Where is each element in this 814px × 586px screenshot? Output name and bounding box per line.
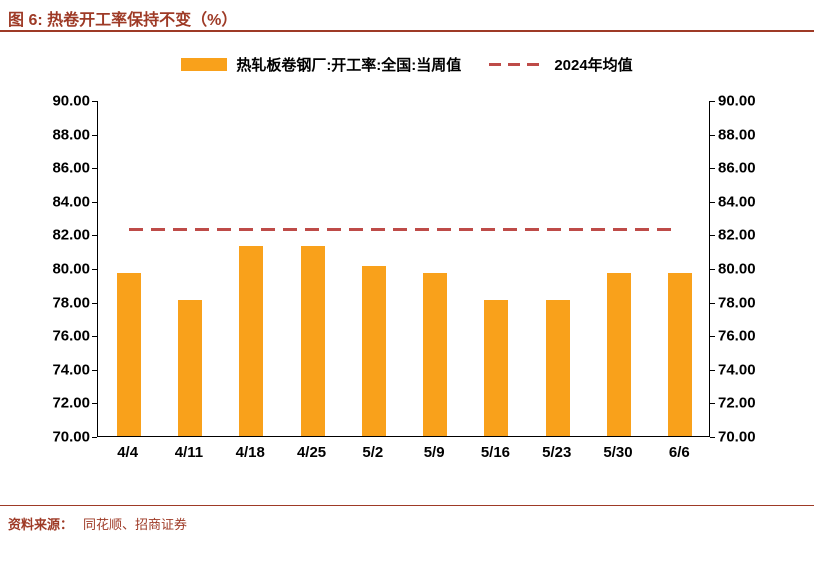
chart-title: 图 6: 热卷开工率保持不变（%） <box>8 12 238 29</box>
y-axis-label-left: 78.00 <box>52 294 90 312</box>
axis-tick <box>710 235 715 237</box>
bar-6/6 <box>668 273 693 436</box>
legend-item-reference-line: 2024年均值 <box>489 54 633 75</box>
y-axis-left: 90.00 88.00 86.00 84.00 82.00 80.00 78.00 76.00… <box>28 93 90 446</box>
axis-tick <box>92 134 97 136</box>
axis-tick <box>92 168 97 170</box>
bar-4/18 <box>239 246 264 436</box>
x-axis: 4/4 4/11 4/18 4/25 5/2 5/9 5/16 5/23 5/30 6/6 <box>97 444 710 461</box>
x-axis-label: 5/30 <box>603 444 633 461</box>
y-axis-right-ticks <box>710 101 715 438</box>
y-axis-right: 90.00 88.00 86.00 84.00 82.00 80.00 78.00 76.00… <box>718 93 780 446</box>
axis-tick <box>92 101 97 102</box>
axis-tick <box>92 403 97 405</box>
axis-tick <box>92 369 97 371</box>
bar-4/11 <box>177 299 202 436</box>
legend-bar-label: 热轧板卷钢厂:开工率:全国:当周值 <box>236 57 462 74</box>
y-axis-label-left: 80.00 <box>52 260 90 278</box>
y-axis-left-ticks <box>92 101 97 438</box>
axis-tick <box>710 302 715 304</box>
y-axis-label-left: 82.00 <box>52 226 90 244</box>
y-axis-label-left: 76.00 <box>52 327 90 345</box>
x-axis-label: 6/6 <box>668 444 690 461</box>
legend-item-bar-series: 热轧板卷钢厂:开工率:全国:当周值 <box>181 54 461 75</box>
y-axis-label-right: 80.00 <box>718 260 756 278</box>
x-axis-label: 4/18 <box>235 444 265 461</box>
legend-dash-label: 2024年均值 <box>554 57 633 74</box>
y-axis-label-right: 86.00 <box>718 159 756 177</box>
y-axis-label-right: 88.00 <box>718 126 756 144</box>
axis-tick <box>710 369 715 371</box>
axis-tick <box>710 168 715 170</box>
y-axis-label-right: 82.00 <box>718 226 756 244</box>
axis-tick <box>92 437 97 438</box>
axis-tick <box>92 269 97 270</box>
y-axis-label-right: 72.00 <box>718 394 756 412</box>
bar-4/4 <box>116 273 141 436</box>
axis-tick <box>710 437 715 438</box>
y-axis-label-right: 76.00 <box>718 327 756 345</box>
y-axis-label-right: 74.00 <box>718 361 756 379</box>
y-axis-label-left: 74.00 <box>52 361 90 379</box>
source-note-text: 同花顺、招商证券 <box>83 517 188 532</box>
x-axis-label: 5/9 <box>423 444 445 461</box>
y-axis-label-right: 84.00 <box>718 193 756 211</box>
legend-dashed-line-icon <box>489 63 546 66</box>
y-axis-label-left: 84.00 <box>52 193 90 211</box>
axis-tick <box>710 336 715 338</box>
bar-4/25 <box>300 246 325 436</box>
x-axis-label: 5/23 <box>542 444 572 461</box>
y-axis-label-right: 90.00 <box>718 92 756 110</box>
x-axis-label: 5/16 <box>480 444 511 461</box>
axis-tick <box>710 101 715 102</box>
title-divider <box>0 30 814 32</box>
reference-line-2024-average <box>128 227 679 231</box>
x-axis-label: 5/2 <box>362 444 384 461</box>
x-axis-label: 4/4 <box>117 444 139 461</box>
y-axis-label-left: 90.00 <box>52 92 90 110</box>
legend-bar-swatch-icon <box>181 58 228 71</box>
axis-tick <box>710 201 715 203</box>
y-axis-label-left: 70.00 <box>52 428 90 446</box>
axis-tick <box>92 201 97 203</box>
y-axis-label-left: 86.00 <box>52 159 90 177</box>
y-axis-label-right: 70.00 <box>718 428 756 446</box>
bar-5/23 <box>545 299 570 436</box>
footer-divider <box>0 505 814 506</box>
bar-5/2 <box>361 266 386 436</box>
y-axis-label-left: 88.00 <box>52 126 90 144</box>
x-axis-label: 4/11 <box>174 444 204 461</box>
axis-tick <box>92 336 97 338</box>
axis-tick <box>92 235 97 237</box>
axis-tick <box>710 403 715 405</box>
bar-5/9 <box>423 273 448 436</box>
bar-5/30 <box>607 273 632 436</box>
plot-area <box>97 101 710 437</box>
x-axis-label: 4/25 <box>296 444 327 461</box>
y-axis-label-right: 78.00 <box>718 294 756 312</box>
y-axis-label-left: 72.00 <box>52 394 90 412</box>
axis-tick <box>710 134 715 136</box>
source-note-prefix: 资料来源： <box>8 517 74 532</box>
axis-tick <box>92 302 97 304</box>
legend: 热轧板卷钢厂:开工率:全国:当周值 2024年均值 <box>0 54 814 75</box>
bar-5/16 <box>484 299 509 436</box>
source-note: 资料来源： 同花顺、招商证券 <box>8 514 187 533</box>
axis-tick <box>710 269 715 270</box>
